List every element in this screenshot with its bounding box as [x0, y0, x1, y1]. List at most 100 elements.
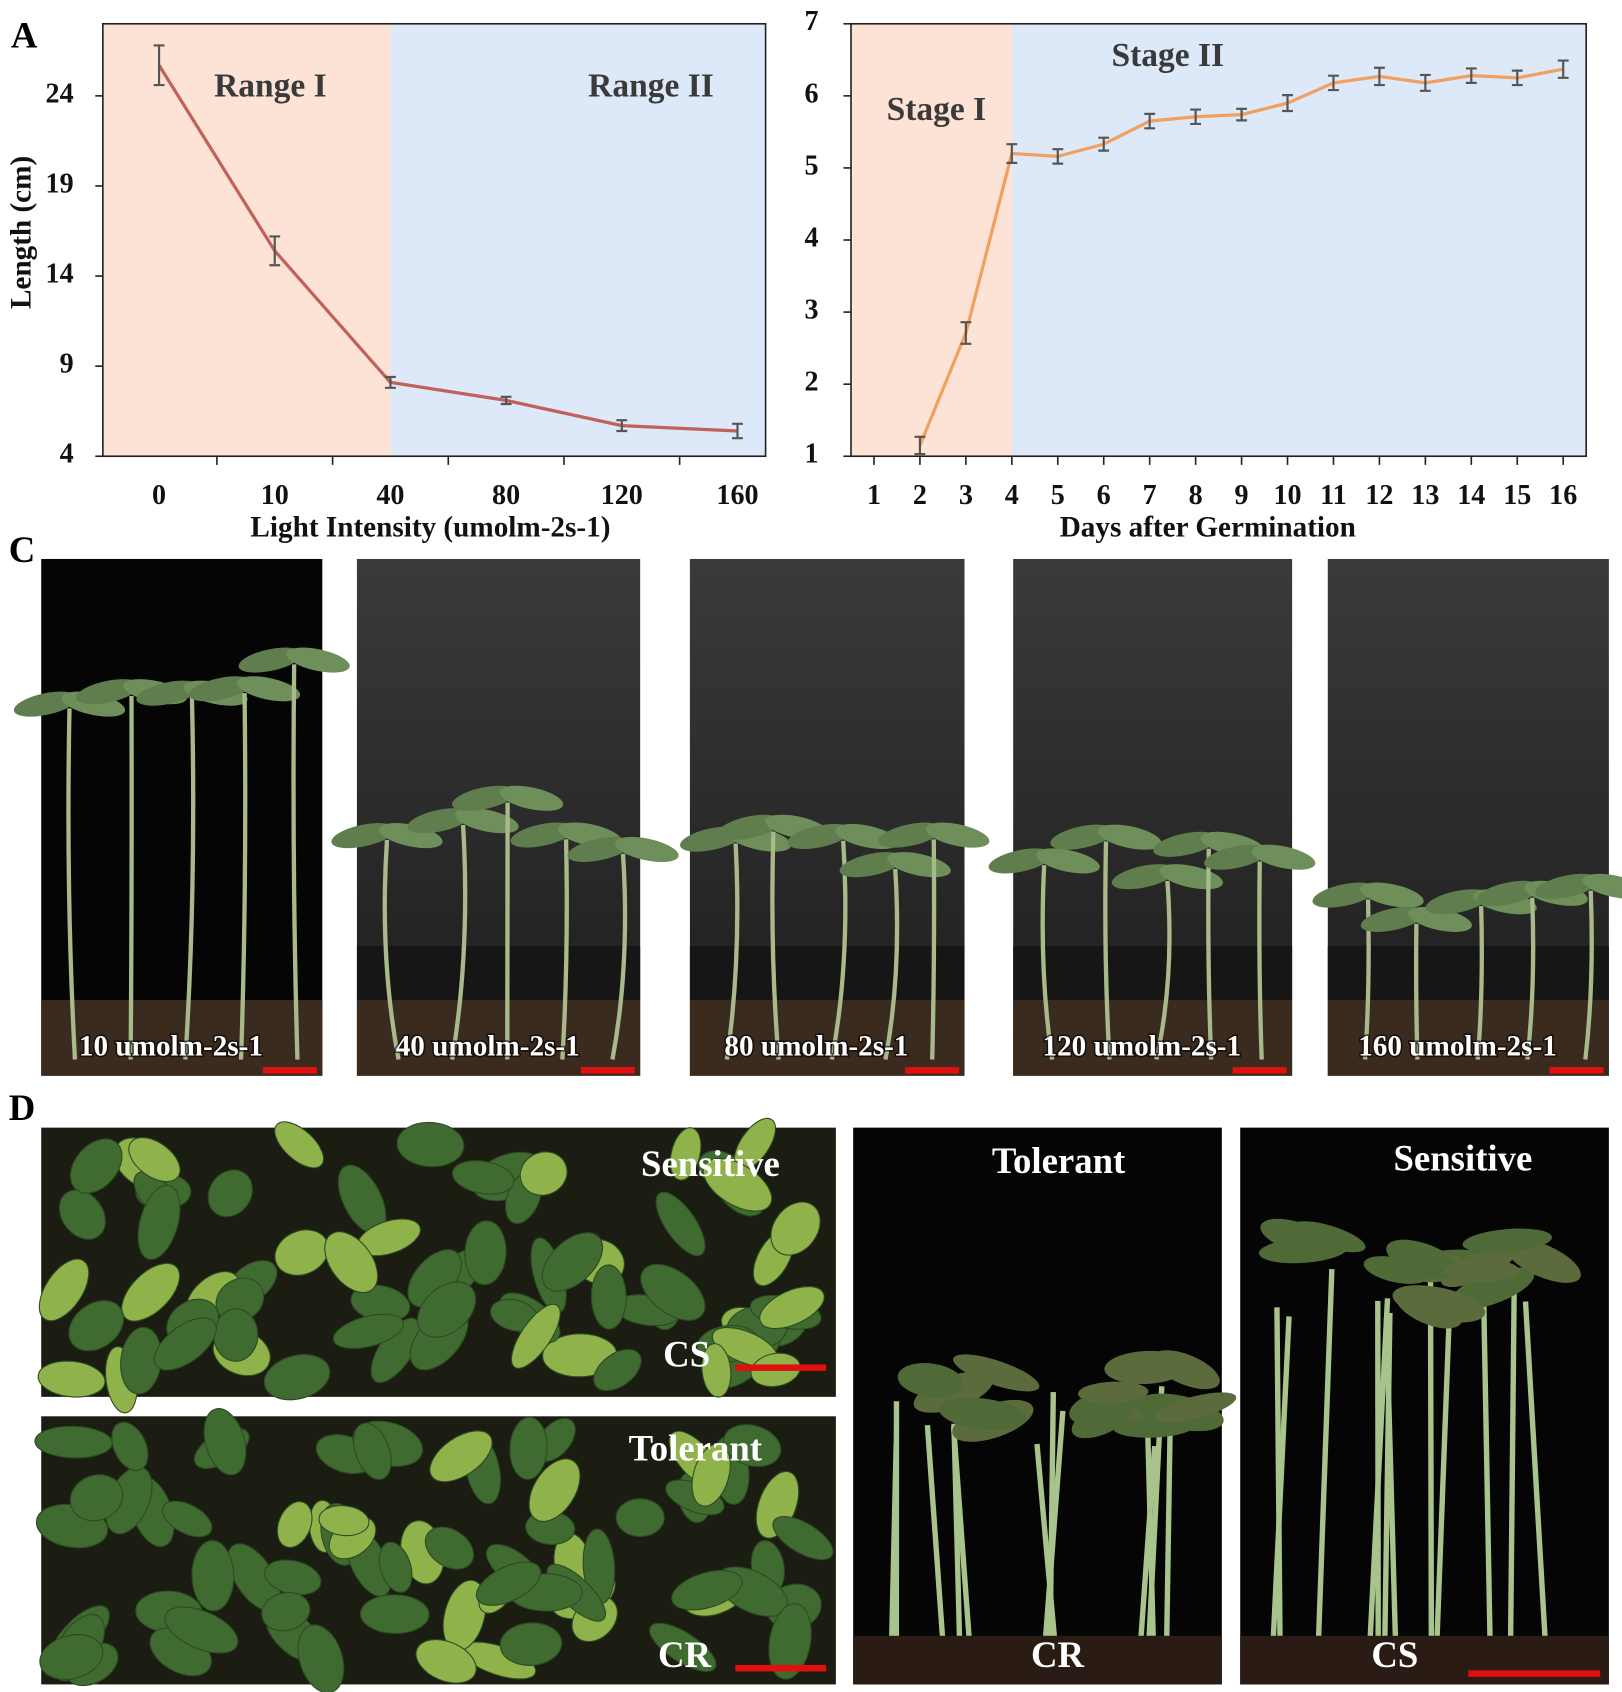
stem: [1314, 1269, 1335, 1674]
photo: 80 umolm-2s-1: [680, 558, 990, 1076]
tray: [356, 946, 641, 1001]
leaf: [164, 1606, 239, 1654]
leaf: [722, 1424, 782, 1468]
leaf: [519, 1151, 568, 1196]
stem: [1525, 897, 1536, 1060]
leaf: [203, 1408, 247, 1476]
stem: [930, 839, 937, 1060]
error-bar: [1006, 143, 1018, 164]
soil: [41, 1000, 323, 1076]
stem: [770, 831, 781, 1060]
leaf: [1097, 824, 1162, 850]
leaf: [429, 1430, 493, 1483]
leaf: [1360, 882, 1424, 908]
leaf: [1408, 906, 1472, 932]
stem: [724, 843, 740, 1060]
leaf: [378, 1541, 413, 1593]
x-tick-label: 14: [1457, 480, 1485, 511]
leaf: [332, 1313, 405, 1349]
leaf: [649, 1622, 717, 1672]
error-bar: [960, 321, 972, 345]
leaf: [702, 1157, 773, 1212]
x-tick-label: 9: [1235, 480, 1249, 511]
x-tick-label: 11: [1320, 480, 1347, 511]
error-bar: [385, 375, 396, 389]
y-tick-label: 14: [46, 259, 74, 290]
panel-label: D: [9, 1087, 36, 1128]
leaf: [499, 1622, 563, 1666]
leaf: [1582, 873, 1622, 899]
error-bar: [914, 435, 926, 456]
x-tick-label: 1: [867, 480, 881, 511]
panel-label: C: [9, 529, 36, 570]
leaf: [953, 1354, 1040, 1392]
y-tick-label: 7: [805, 6, 819, 37]
shaded-region: [851, 23, 1012, 457]
stem: [1583, 890, 1594, 1060]
leaf: [236, 676, 301, 702]
leaf: [1071, 1398, 1135, 1439]
x-tick-label: 4: [1005, 480, 1019, 511]
y-tick-label: 24: [46, 78, 74, 109]
scale-bar: [905, 1067, 960, 1074]
stem: [610, 853, 628, 1060]
photo: Sensitive CS: [1240, 1127, 1609, 1685]
scale-bar: [1549, 1067, 1604, 1074]
scale-bar: [262, 1067, 317, 1074]
x-tick-label: 160: [716, 480, 758, 511]
leaf: [286, 647, 350, 673]
x-axis-label: Days after Germination: [1060, 511, 1356, 543]
stem: [1163, 1399, 1174, 1674]
leaf: [417, 1281, 477, 1338]
plot-frame: [102, 22, 767, 458]
leaf: [424, 1526, 475, 1570]
error-bar: [616, 419, 628, 433]
tray: [1013, 946, 1293, 1001]
y-tick-label: 1: [805, 439, 819, 470]
x-tick-label: 2: [913, 480, 927, 511]
photo-tag: CR: [658, 1634, 712, 1675]
leaf: [153, 1317, 217, 1371]
leaf: [1462, 1228, 1552, 1254]
leaf: [509, 1416, 548, 1480]
region-label: Range II: [588, 67, 714, 104]
leaf: [39, 1634, 104, 1680]
leaf: [451, 1160, 515, 1195]
leaf: [475, 1561, 542, 1606]
photo: Tolerant CR: [34, 1408, 836, 1692]
leaf: [615, 1498, 665, 1538]
leaf: [263, 1354, 331, 1401]
x-tick-label: 120: [601, 480, 643, 511]
photo: 10 umolm-2s-1: [13, 558, 350, 1076]
stem: [883, 868, 900, 1060]
photo-caption: 80 umolm-2s-1: [724, 1030, 908, 1062]
leaf: [137, 1184, 181, 1260]
shaded-region: [102, 23, 391, 457]
stem: [560, 839, 569, 1060]
leaf: [68, 1300, 125, 1352]
y-tick-label: 6: [805, 78, 819, 109]
leaf: [590, 1264, 627, 1330]
stem: [1413, 923, 1420, 1060]
x-tick-label: 40: [376, 480, 404, 511]
leaf: [318, 1505, 370, 1537]
stem: [1507, 1287, 1517, 1674]
y-tick-label: 4: [805, 222, 819, 253]
soil: [1013, 1000, 1293, 1076]
leaf: [34, 1425, 113, 1459]
stem: [1040, 865, 1055, 1060]
leaf: [671, 1569, 743, 1611]
data-line: [157, 64, 738, 433]
stem: [1522, 1301, 1550, 1674]
leaf: [593, 1348, 642, 1392]
region-label: Stage I: [887, 91, 987, 128]
leaf: [701, 1343, 732, 1398]
leaf: [213, 1308, 259, 1362]
stem: [1103, 841, 1112, 1060]
leaf: [615, 836, 679, 863]
photo-tag: CS: [663, 1333, 710, 1374]
photo-title: Sensitive: [1394, 1138, 1533, 1179]
stem: [238, 693, 248, 1060]
x-tick-label: 13: [1411, 480, 1439, 511]
leaf: [1394, 1286, 1463, 1329]
